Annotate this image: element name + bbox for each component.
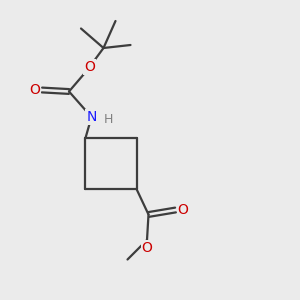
Text: N: N (86, 110, 97, 124)
Text: O: O (84, 60, 95, 74)
Text: H: H (103, 113, 113, 126)
Text: O: O (178, 203, 188, 217)
Text: O: O (142, 241, 152, 254)
Text: O: O (29, 83, 40, 97)
